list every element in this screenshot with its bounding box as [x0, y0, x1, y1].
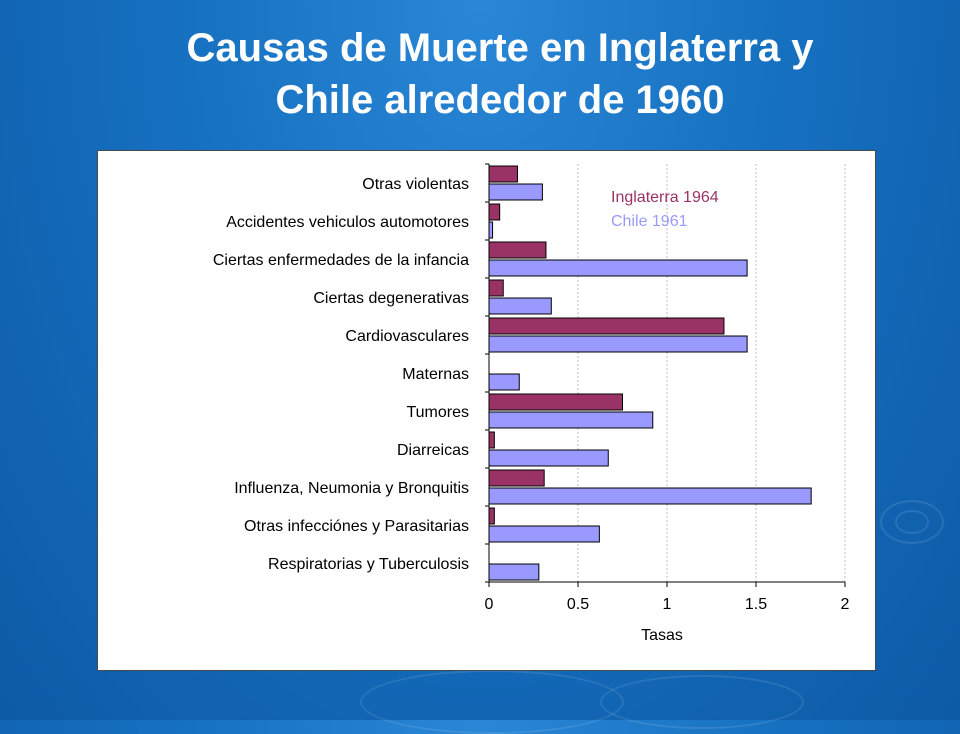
category-label: Ciertas degenerativas: [313, 290, 469, 307]
category-label: Influenza, Neumonia y Bronquitis: [234, 480, 469, 497]
legend-item-inglaterra: Inglaterra 1964: [611, 189, 719, 206]
bar-chile: [488, 449, 609, 467]
bar-inglaterra: [488, 165, 518, 183]
bar-chile: [488, 335, 748, 353]
category-label: Tumores: [406, 404, 469, 421]
ripple-decoration: [600, 675, 804, 729]
category-label: Accidentes vehiculos automotores: [226, 214, 469, 231]
bar-inglaterra: [488, 393, 623, 411]
x-tick-label: 1.5: [745, 596, 767, 613]
ripple-decoration: [895, 510, 929, 534]
bar-chile: [488, 411, 654, 429]
ripple-decoration: [360, 670, 624, 734]
bar-chart: Otras violentas Accidentes vehiculos auto…: [213, 163, 850, 644]
bar-chile: [488, 221, 494, 239]
chart-panel: Otras violentas Accidentes vehiculos auto…: [97, 150, 876, 671]
bar-chile: [488, 297, 552, 315]
bar-inglaterra: [488, 317, 725, 335]
title-line-1: Causas de Muerte en Inglaterra y: [186, 26, 814, 70]
legend-item-chile: Chile 1961: [611, 213, 688, 230]
bar-inglaterra: [488, 279, 504, 297]
category-label: Respiratorias y Tuberculosis: [268, 556, 469, 573]
category-label: Cardiovasculares: [345, 328, 469, 345]
category-label: Maternas: [402, 366, 469, 383]
bar-chile: [488, 525, 600, 543]
ripple-decoration: [880, 500, 944, 544]
bar-chile: [488, 183, 543, 201]
category-label: Otras infecciónes y Parasitarias: [244, 518, 469, 535]
bar-chile: [488, 259, 748, 277]
category-label: Ciertas enfermedades de la infancia: [213, 252, 469, 269]
bar-chile: [488, 373, 520, 391]
bar-inglaterra: [488, 241, 547, 259]
x-axis-title: Tasas: [641, 627, 683, 644]
x-tick-label: 1: [663, 596, 672, 613]
bar-inglaterra: [488, 431, 495, 449]
bar-inglaterra: [488, 507, 495, 525]
category-label: Diarreicas: [397, 442, 469, 459]
category-label: Otras violentas: [362, 176, 469, 193]
bar-inglaterra: [488, 203, 501, 221]
x-tick-label: 2: [841, 596, 850, 613]
x-tick-label: 0.5: [567, 596, 589, 613]
bar-inglaterra: [488, 469, 545, 487]
bar-chile: [488, 487, 812, 505]
title-line-2: Chile alrededor de 1960: [275, 78, 725, 122]
x-tick-label: 0: [485, 596, 494, 613]
bar-chile: [488, 563, 540, 581]
slide-title: Causas de Muerte en Inglaterra y Chile a…: [0, 22, 960, 126]
